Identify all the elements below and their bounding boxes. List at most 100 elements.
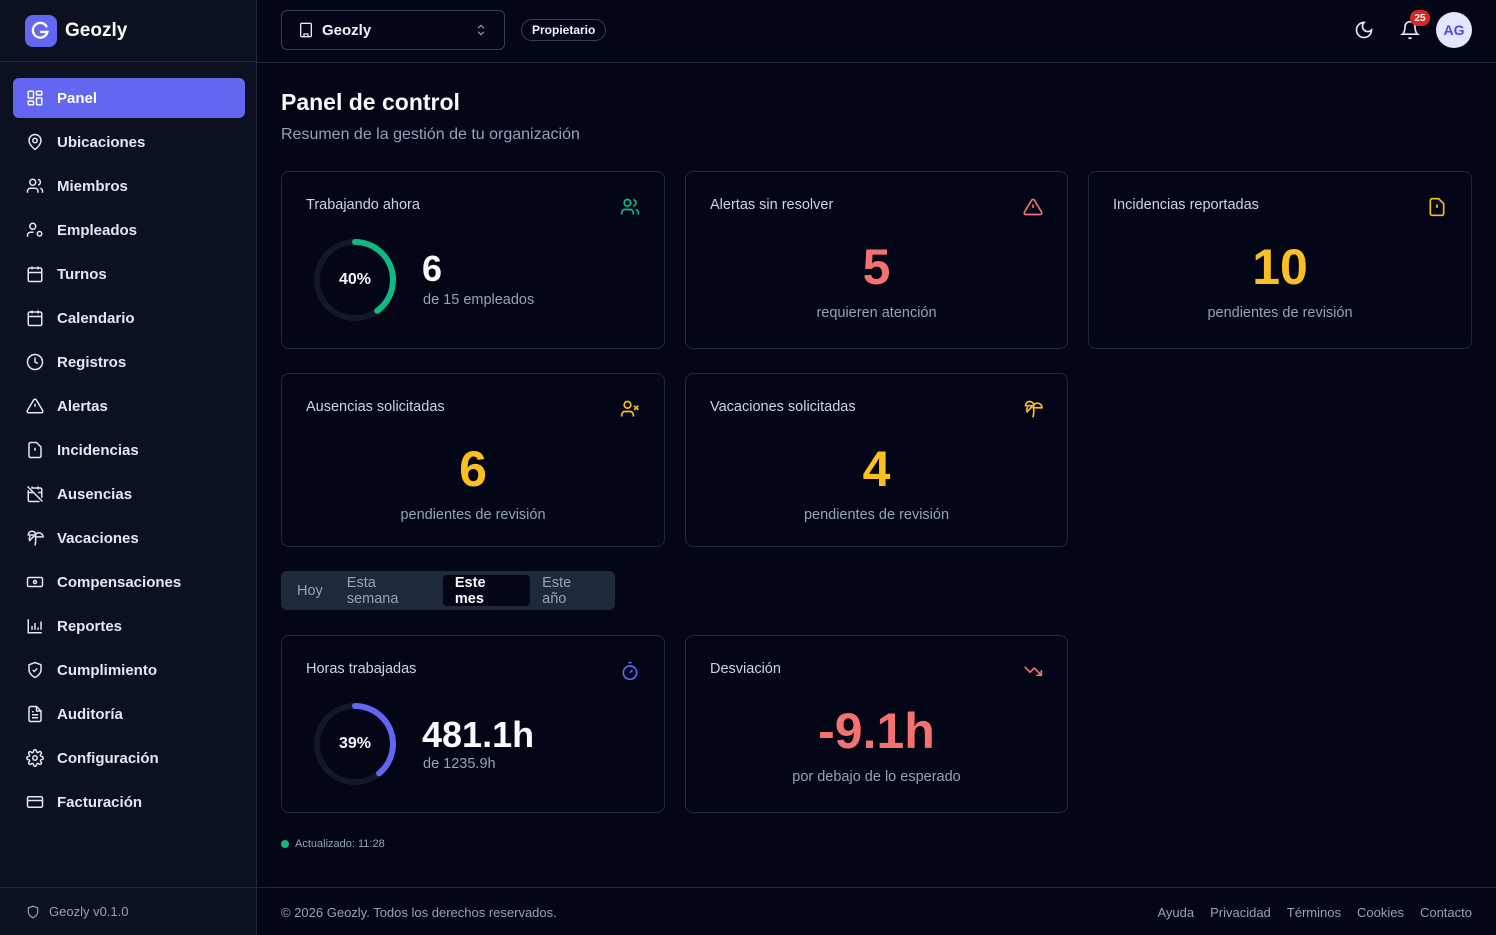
sidebar-item-label: Calendario: [57, 309, 135, 327]
tab-hoy[interactable]: Hoy: [297, 582, 323, 599]
users-icon: [620, 198, 640, 215]
footer-link-terminos[interactable]: Términos: [1286, 905, 1341, 920]
footer-link-privacidad[interactable]: Privacidad: [1210, 905, 1271, 920]
clock-icon: [26, 353, 44, 371]
incidents-card: Incidencias reportadas 10 pendientes de …: [1088, 171, 1472, 349]
card-title: Incidencias reportadas: [1113, 197, 1259, 213]
sidebar-item-calendario[interactable]: Calendario: [13, 298, 245, 338]
deviation-value: -9.1h: [818, 703, 935, 759]
palm-tree-icon: [27, 530, 44, 546]
alerts-sub: requieren atención: [816, 305, 937, 321]
credit-card-icon: [26, 796, 44, 808]
sidebar-footer: Geozly v0.1.0: [0, 887, 257, 935]
page-title: Panel de control: [281, 89, 460, 115]
absences-count: 6: [459, 441, 487, 497]
map-pin-icon: [28, 133, 42, 151]
organization-name: Geozly: [322, 21, 372, 39]
working-now-card: Trabajando ahora 40% 6 de 15 empleados: [281, 171, 665, 349]
vacations-sub: pendientes de revisión: [803, 507, 950, 523]
sidebar-item-label: Facturación: [57, 793, 143, 811]
sidebar-nav: Panel Ubicaciones Miembros Empleados Tur…: [13, 78, 245, 826]
gear-icon: [26, 749, 44, 767]
file-alert-icon: [1429, 197, 1445, 217]
organization-select[interactable]: Geozly: [281, 10, 505, 50]
sidebar-item-label: Vacaciones: [57, 529, 139, 547]
bell-icon[interactable]: [1400, 20, 1420, 40]
sidebar-item-label: Registros: [57, 353, 127, 371]
deviation-card: Desviación -9.1h por debajo de lo espera…: [685, 635, 1068, 813]
sidebar: Geozly Panel Ubicaciones Miembros Emplea…: [0, 0, 257, 935]
incidents-count: 10: [1252, 239, 1308, 295]
hours-sub: de 1235.9h: [423, 756, 496, 772]
sidebar-item-incidencias[interactable]: Incidencias: [13, 430, 245, 470]
hours-worked-card: Horas trabajadas 39% 481.1h de 1235.9h: [281, 635, 665, 813]
sidebar-item-compensaciones[interactable]: Compensaciones: [13, 562, 245, 602]
sidebar-item-auditoria[interactable]: Auditoría: [13, 694, 245, 734]
working-percent-label: 40%: [338, 271, 372, 288]
footer-link-ayuda[interactable]: Ayuda: [1157, 905, 1195, 920]
tab-este-mes[interactable]: Este mes: [442, 575, 531, 607]
footer-link-contacto[interactable]: Contacto: [1419, 905, 1472, 920]
user-x-icon: [620, 400, 639, 417]
sidebar-item-ubicaciones[interactable]: Ubicaciones: [13, 122, 245, 162]
card-title: Desviación: [710, 661, 781, 677]
card-title: Vacaciones solicitadas: [710, 399, 856, 415]
sidebar-item-label: Turnos: [57, 265, 107, 283]
last-updated-text: Actualizado: 11:28: [295, 838, 385, 850]
avatar[interactable]: AG: [1436, 12, 1472, 48]
card-title: Ausencias solicitadas: [306, 399, 445, 415]
sidebar-item-cumplimiento[interactable]: Cumplimiento: [13, 650, 245, 690]
hours-progress-ring: [314, 703, 396, 785]
sidebar-item-registros[interactable]: Registros: [13, 342, 245, 382]
sidebar-item-empleados[interactable]: Empleados: [13, 210, 245, 250]
working-count: 6: [422, 248, 443, 289]
palm-tree-icon: [1024, 400, 1043, 418]
last-updated: Actualizado: 11:28: [281, 838, 385, 850]
vacations-count: 4: [862, 441, 891, 497]
geozly-logo-icon: [25, 14, 57, 47]
absences-sub: pendientes de revisión: [400, 507, 546, 523]
file-alert-icon: [28, 441, 42, 459]
sidebar-item-label: Auditoría: [57, 705, 123, 723]
sidebar-item-label: Empleados: [57, 221, 138, 239]
file-text-icon: [28, 705, 42, 723]
brand[interactable]: Geozly: [0, 0, 256, 62]
tab-esta-semana[interactable]: Esta semana: [346, 574, 399, 607]
deviation-sub: por debajo de lo esperado: [792, 769, 961, 785]
role-badge: Propietario: [521, 19, 607, 41]
absences-card: Ausencias solicitadas 6 pendientes de re…: [281, 373, 665, 547]
sidebar-item-alertas[interactable]: Alertas: [13, 386, 245, 426]
sidebar-item-label: Reportes: [57, 617, 123, 635]
hours-value: 481.1h: [422, 714, 535, 755]
sidebar-item-vacaciones[interactable]: Vacaciones: [13, 518, 245, 558]
sidebar-item-facturacion[interactable]: Facturación: [13, 782, 245, 822]
sidebar-item-panel[interactable]: Panel: [13, 78, 245, 118]
alerts-count: 5: [862, 239, 891, 295]
sidebar-item-configuracion[interactable]: Configuración: [13, 738, 245, 778]
sidebar-item-miembros[interactable]: Miembros: [13, 166, 245, 206]
alerts-card: Alertas sin resolver 5 requieren atenció…: [685, 171, 1068, 349]
sidebar-item-reportes[interactable]: Reportes: [13, 606, 245, 646]
moon-icon[interactable]: [1354, 20, 1374, 40]
hours-percent-label: 39%: [338, 735, 372, 752]
sidebar-item-label: Incidencias: [57, 441, 139, 459]
period-tabs: Hoy Esta semana Este mes Este año: [281, 571, 615, 610]
timer-icon: [622, 661, 638, 681]
users-icon: [26, 178, 44, 193]
sidebar-item-label: Miembros: [57, 177, 128, 195]
sidebar-item-ausencias[interactable]: Ausencias: [13, 474, 245, 514]
bar-chart-icon: [27, 619, 42, 634]
version-label: Geozly v0.1.0: [49, 904, 129, 919]
card-title: Horas trabajadas: [306, 661, 417, 677]
sidebar-item-label: Cumplimiento: [57, 661, 157, 679]
working-sub: de 15 empleados: [423, 292, 535, 308]
warning-icon: [26, 398, 44, 414]
card-title: Alertas sin resolver: [710, 197, 834, 213]
tab-este-ano[interactable]: Este año: [542, 574, 572, 607]
sidebar-item-label: Alertas: [57, 397, 108, 415]
footer-links: Ayuda Privacidad Términos Cookies Contac…: [1157, 905, 1472, 920]
sidebar-item-label: Compensaciones: [57, 573, 182, 591]
sidebar-item-label: Ausencias: [57, 485, 133, 503]
sidebar-item-turnos[interactable]: Turnos: [13, 254, 245, 294]
footer-link-cookies[interactable]: Cookies: [1356, 905, 1404, 920]
